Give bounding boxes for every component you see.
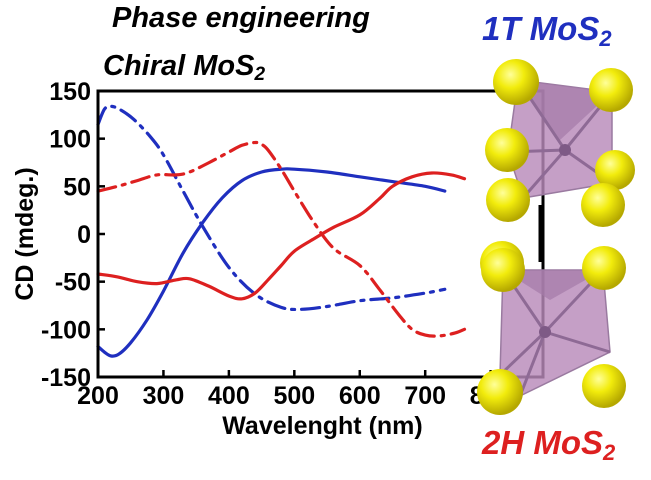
s-atom: [481, 248, 525, 292]
phase-label-1t-text: 1T MoS: [482, 10, 600, 47]
bond: [518, 331, 547, 397]
s-atom: [485, 128, 529, 172]
phase-label-2h: 2H MoS2: [482, 426, 615, 464]
s-atom: [477, 369, 523, 415]
y-tick-label: 150: [49, 78, 91, 106]
mo-atom: [539, 326, 551, 338]
s-atom: [589, 68, 633, 112]
y-tick-label: -100: [41, 316, 91, 344]
bond: [498, 330, 547, 377]
x-tick-label: 200: [77, 382, 119, 410]
s-atom: [581, 183, 625, 227]
title-line-1: Phase engineering: [112, 4, 370, 33]
x-axis-label: Wavelenght (nm): [222, 412, 422, 440]
series-line-1: [96, 167, 447, 358]
phase-label-1t-subscript: 2: [599, 26, 612, 51]
series-line-3: [96, 171, 467, 301]
spectrum-curves: [96, 104, 467, 358]
title-line-2-text: Chiral MoS: [103, 50, 255, 82]
s-atom: [582, 364, 626, 408]
title-line-1-text: Phase engineering: [112, 2, 370, 34]
s-atom: [493, 59, 539, 105]
y-tick-label: 0: [77, 221, 91, 249]
phase-label-2h-subscript: 2: [603, 440, 616, 465]
title-line-2: Chiral MoS2: [103, 50, 266, 85]
phase-label-1t: 1T MoS2: [482, 12, 612, 50]
y-tick-label: 50: [63, 173, 91, 201]
title-line-2-subscript: 2: [254, 64, 266, 85]
axes: 200300400500600700800150100500-50-100-15…: [41, 78, 512, 410]
y-tick-label: -150: [41, 364, 91, 392]
s-atom: [595, 150, 635, 190]
bond: [544, 330, 611, 354]
x-tick-label: 600: [339, 382, 381, 410]
x-tick-label: 300: [143, 382, 185, 410]
series-line-4: [96, 140, 467, 338]
x-tick-label: 700: [404, 382, 446, 410]
series-line-2: [96, 104, 447, 312]
y-tick-label: 100: [49, 126, 91, 154]
x-tick-label: 500: [273, 382, 315, 410]
x-tick-label: 400: [208, 382, 250, 410]
mo-atom: [559, 144, 571, 156]
octahedron-1t-face: [518, 80, 612, 140]
s-atom: [582, 246, 626, 290]
s-atom: [486, 178, 530, 222]
bond: [521, 149, 567, 199]
y-tick-label: -50: [55, 269, 91, 297]
mos2-crystal-structure-image: [477, 59, 635, 415]
phase-label-2h-text: 2H MoS: [482, 424, 604, 461]
y-axis-label: CD (mdeg.): [11, 167, 39, 300]
prism-2h-face: [503, 270, 603, 300]
